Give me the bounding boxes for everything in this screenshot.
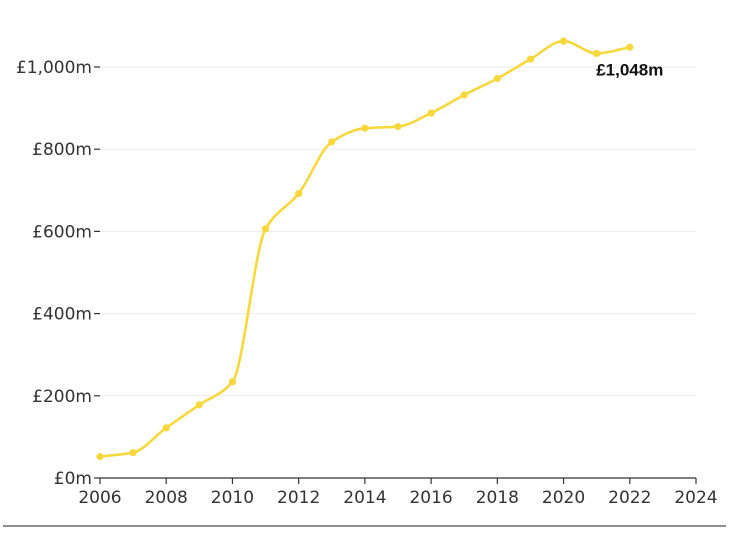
data-point [162, 424, 170, 432]
data-point [593, 49, 601, 58]
y-tick-label: £0m [54, 469, 92, 489]
data-point [526, 55, 535, 63]
data-point [493, 74, 501, 83]
data-point [427, 109, 435, 117]
y-tick-labels: £0m £200m £400m £600m £800m £1,000m [16, 58, 92, 489]
x-tick-label: 2006 [78, 488, 121, 508]
data-point [394, 122, 402, 131]
data-point [559, 37, 568, 45]
x-tick-label: 2008 [145, 488, 188, 508]
x-tick-label: 2020 [542, 488, 585, 508]
axes [94, 66, 697, 484]
y-tick-label: £400m [32, 305, 92, 325]
data-point [328, 138, 336, 146]
data-point [195, 401, 203, 409]
annotations: £1,048m [596, 60, 663, 79]
data-point [129, 448, 137, 457]
x-tick-label: 2010 [211, 488, 254, 508]
y-tick-label: £1,000m [16, 58, 92, 78]
x-tick-label: 2014 [343, 488, 386, 508]
y-tick-label: £200m [32, 387, 92, 407]
data-point [460, 91, 468, 99]
x-tick-label: 2024 [674, 488, 717, 508]
data-point [361, 124, 369, 132]
data-point [295, 189, 303, 198]
end-value-label: £1,048m [596, 60, 663, 79]
y-tick-label: £600m [32, 222, 92, 242]
gridlines [100, 66, 696, 397]
x-tick-label: 2018 [476, 488, 519, 508]
series [96, 37, 634, 461]
data-point [626, 43, 634, 51]
x-tick-label: 2012 [277, 488, 320, 508]
x-tick-label: 2016 [409, 488, 452, 508]
x-tick-label: 2022 [608, 488, 651, 508]
x-tick-labels: 2006 2008 2010 2012 2014 2016 2018 2020 2022 2024 [78, 488, 717, 508]
y-tick-label: £800m [32, 140, 92, 160]
data-point [228, 378, 237, 386]
data-point [261, 225, 270, 233]
series-line [98, 39, 632, 458]
data-point [96, 453, 104, 461]
